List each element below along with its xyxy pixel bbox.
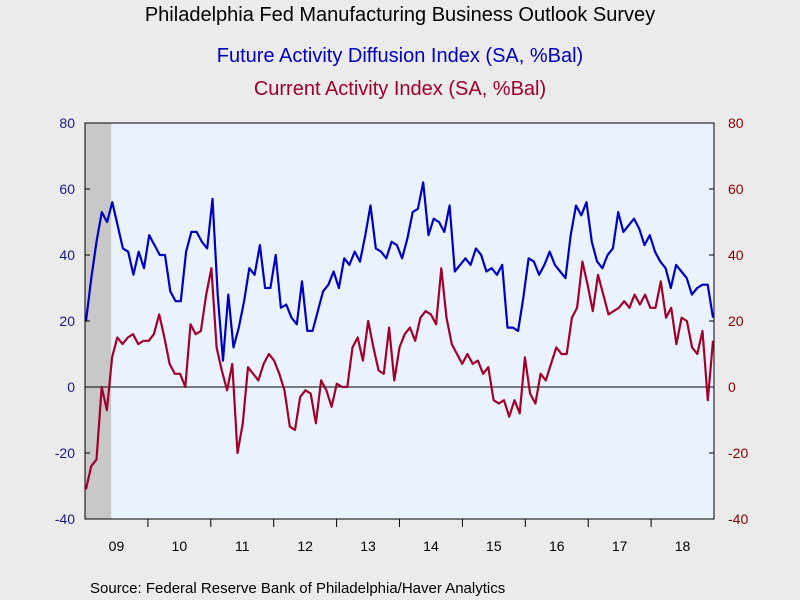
right-tick-label: 80 [728,115,744,131]
x-tick-label: 15 [486,538,502,554]
right-tick-label: 0 [728,379,736,395]
left-tick-label: -20 [55,445,75,461]
x-tick-label: 13 [360,538,376,554]
left-tick-label: 0 [67,379,75,395]
x-tick-label: 18 [675,538,691,554]
x-tick-label: 16 [549,538,565,554]
right-tick-label: 20 [728,313,744,329]
left-axis: 80 60 40 20 0 -20 -40 [55,115,90,527]
future-activity-line [84,181,715,362]
left-tick-label: 60 [59,181,75,197]
left-tick-label: 20 [59,313,75,329]
x-tick-label: 17 [612,538,628,554]
x-tick-label: 12 [297,538,313,554]
chart-title: Philadelphia Fed Manufacturing Business … [145,4,655,26]
legend-current-series: Current Activity Index (SA, %Bal) [254,78,546,100]
x-tick-label: 09 [109,538,125,554]
x-axis: 09 10 11 12 13 14 15 16 17 18 [109,519,691,554]
x-tick-label: 10 [172,538,188,554]
right-tick-label: 60 [728,181,744,197]
source-note: Source: Federal Reserve Bank of Philadel… [90,580,505,597]
left-tick-label: 40 [59,247,75,263]
right-tick-label: -40 [728,511,748,527]
right-tick-label: 40 [728,247,744,263]
x-tick-label: 11 [235,538,250,554]
plot-area [85,123,714,519]
legend-future-series: Future Activity Diffusion Index (SA, %Ba… [217,45,583,67]
left-tick-label: -40 [55,511,75,527]
right-tick-label: -20 [728,445,748,461]
left-tick-label: 80 [59,115,75,131]
current-activity-line [84,260,715,490]
right-axis: 80 60 40 20 0 -20 -40 [709,115,748,527]
x-tick-label: 14 [423,538,439,554]
